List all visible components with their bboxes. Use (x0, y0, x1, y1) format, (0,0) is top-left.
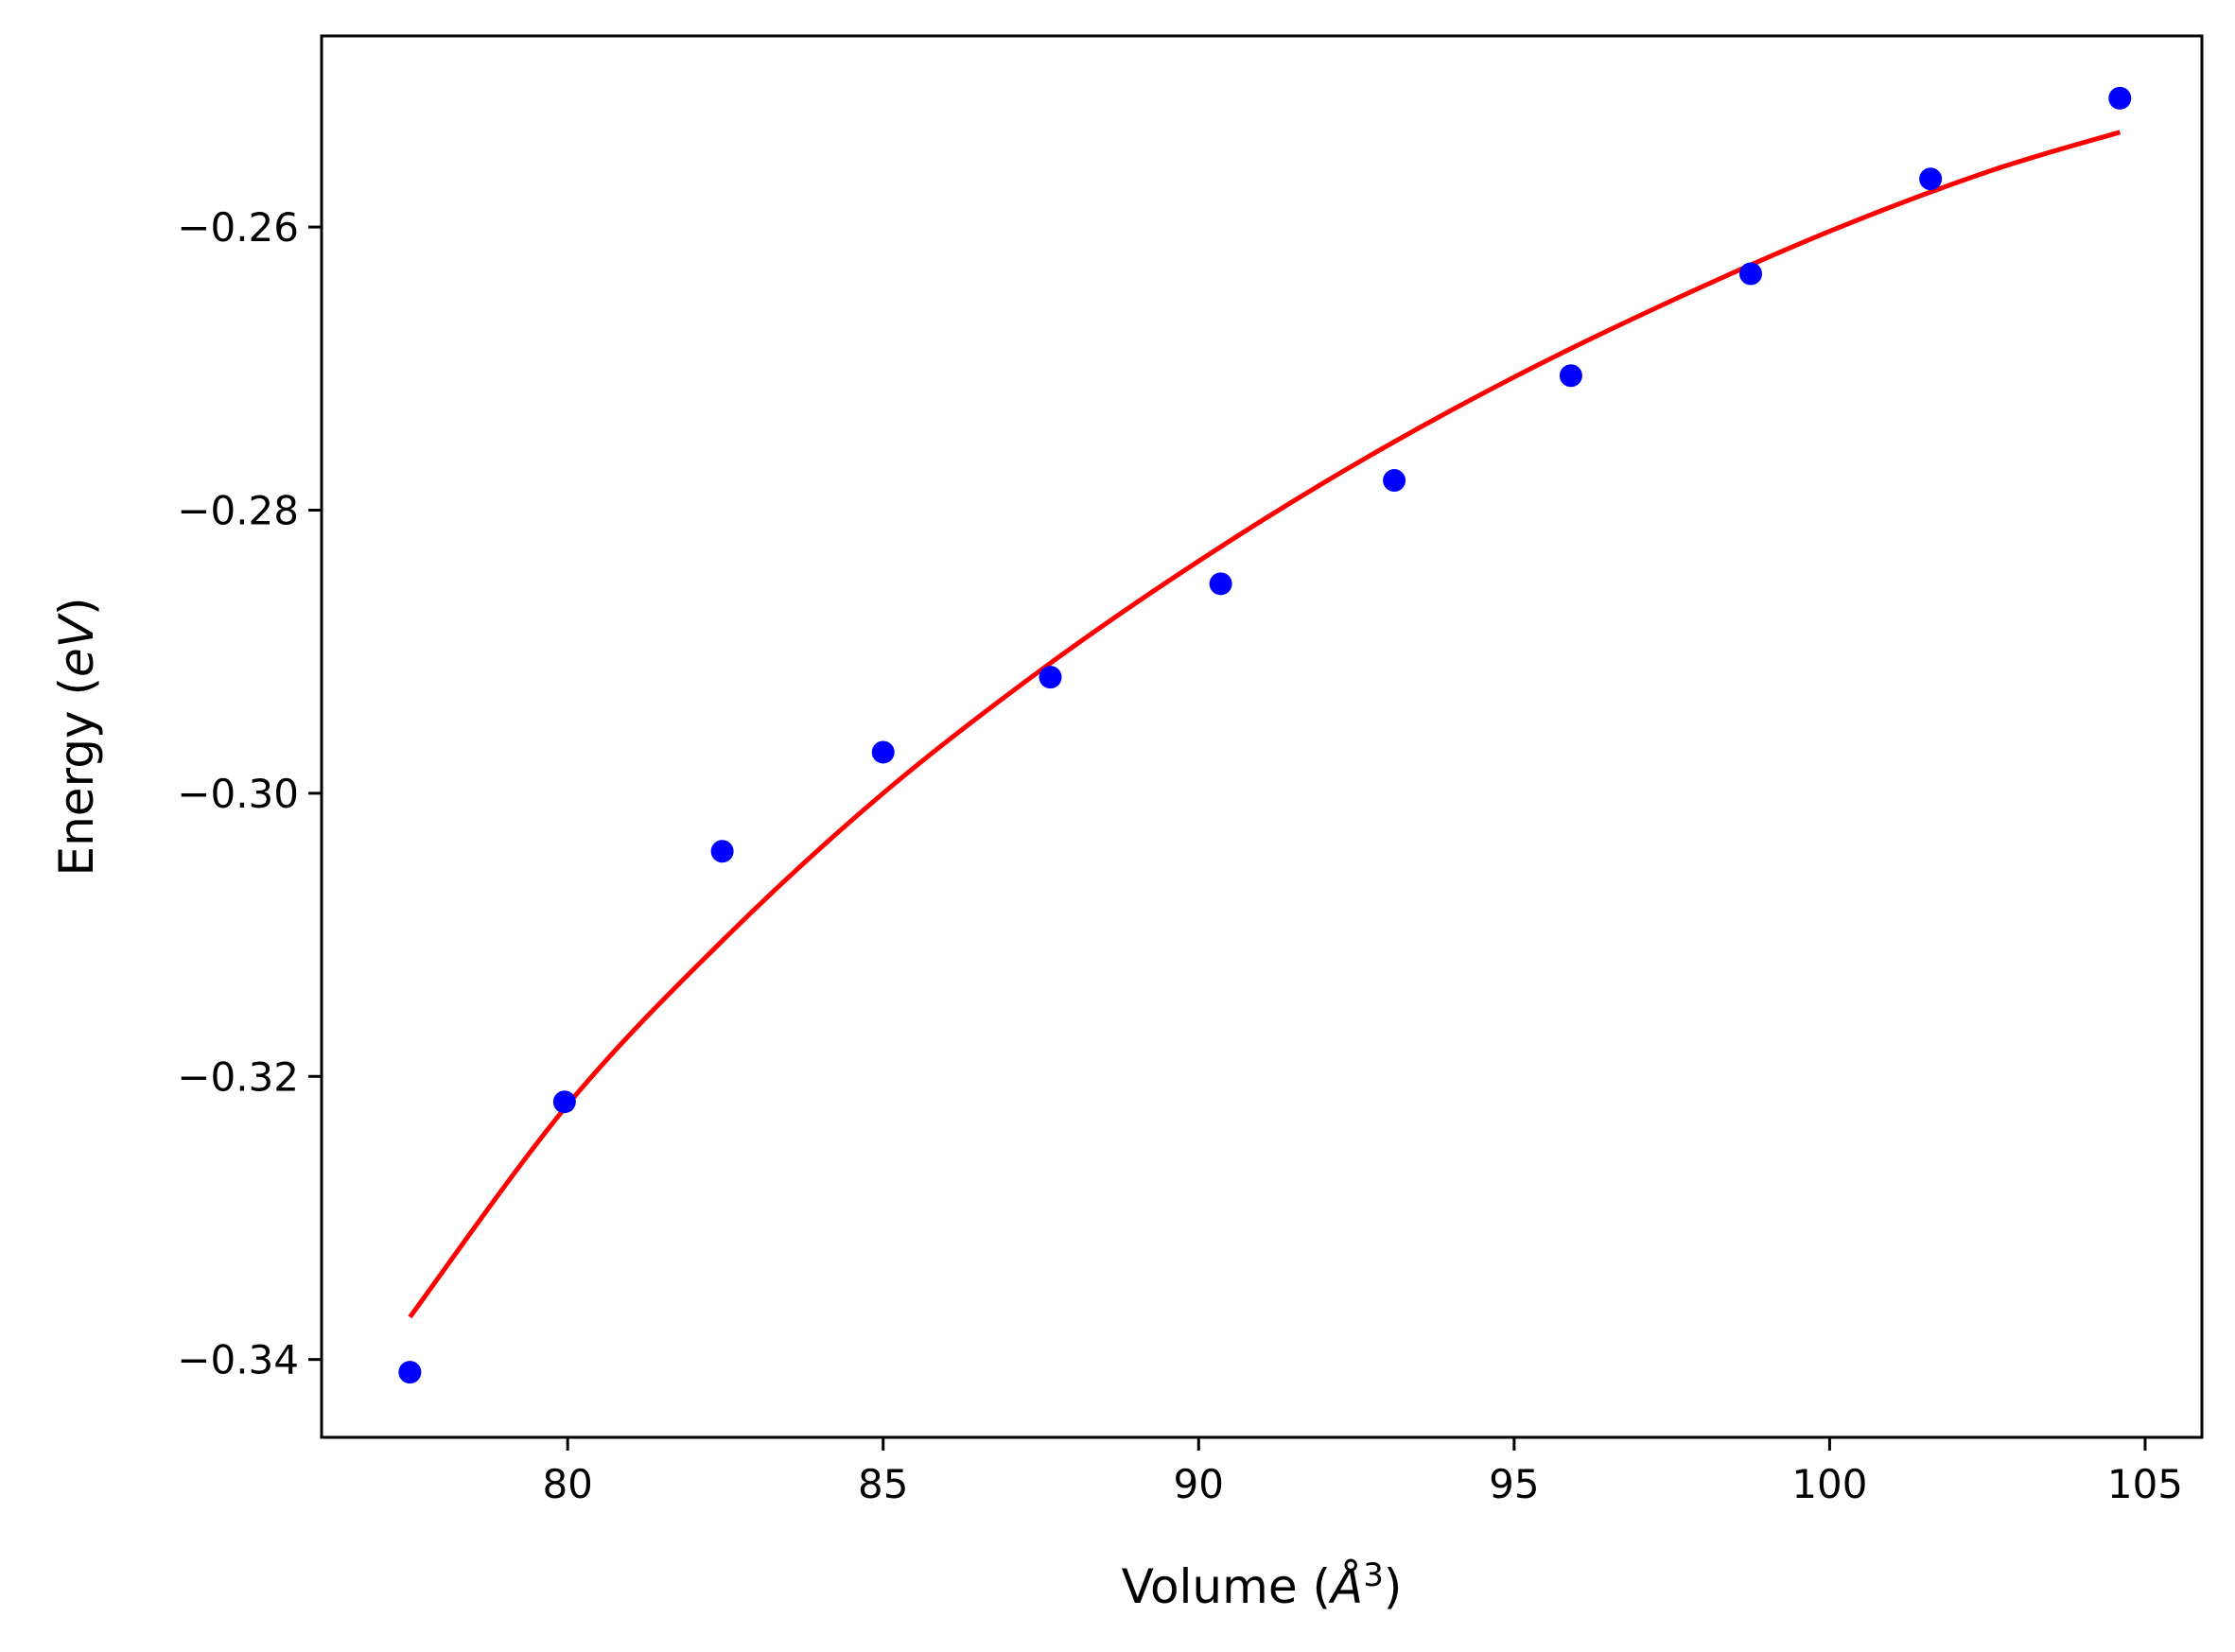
x-tick-label: 90 (1174, 1461, 1224, 1507)
plot-content (398, 86, 2132, 1384)
data-point (1383, 469, 1406, 493)
x-tick-label: 105 (2107, 1461, 2183, 1507)
y-axis-ticks: −0.34 −0.32 −0.30 −0.28 −0.26 (177, 204, 322, 1383)
x-axis-label: Volume (Å3) (1122, 1556, 1403, 1614)
data-point (710, 840, 734, 863)
data-point (552, 1090, 576, 1114)
plot-frame (320, 34, 2204, 1439)
y-tick-label: −0.32 (177, 1053, 299, 1100)
data-point (1559, 364, 1582, 388)
y-tick-label: −0.30 (177, 771, 299, 817)
x-tick-label: 95 (1489, 1461, 1539, 1507)
y-axis-label: Energy (eV) (49, 598, 104, 877)
data-point (1039, 666, 1062, 689)
x-tick-label: 100 (1791, 1461, 1867, 1507)
y-tick-label: −0.34 (177, 1337, 299, 1383)
data-point (398, 1361, 422, 1384)
x-tick-label: 80 (542, 1461, 592, 1507)
data-point (871, 740, 895, 764)
data-point (2108, 86, 2132, 110)
y-tick-label: −0.26 (177, 204, 299, 251)
data-point (1919, 167, 1943, 191)
fit-curve (408, 130, 2122, 1319)
x-tick-label: 85 (858, 1461, 908, 1507)
y-tick-label: −0.28 (177, 487, 299, 533)
x-axis-ticks: 80 85 90 95 100 105 (542, 1437, 2183, 1507)
data-point (1739, 262, 1763, 286)
data-point (1209, 572, 1232, 596)
